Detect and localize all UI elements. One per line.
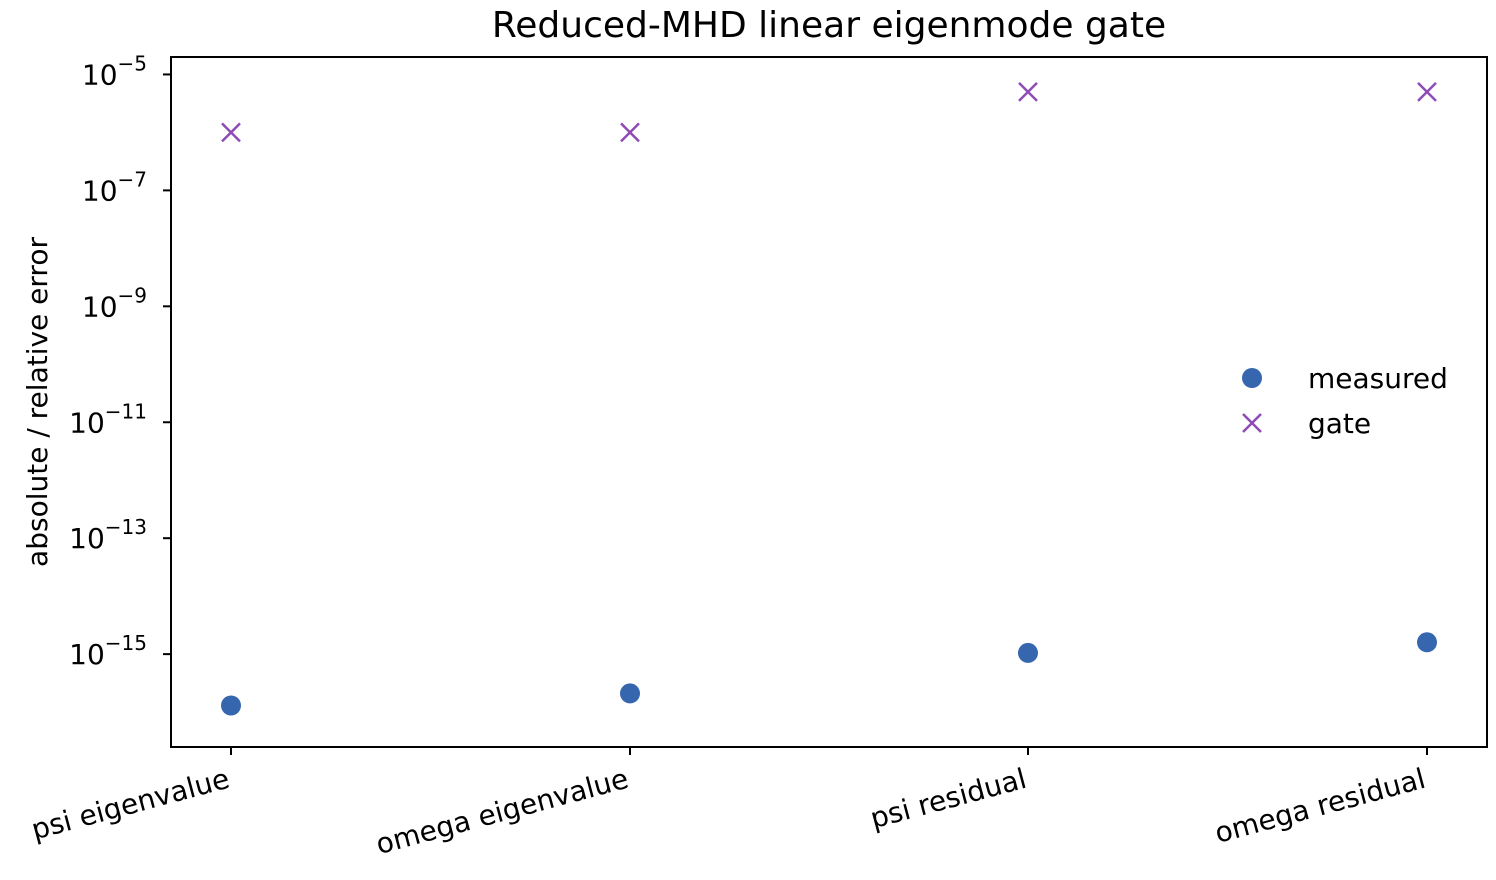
y-tick-label: 10−15	[69, 631, 147, 671]
gate-point-stroke	[1018, 82, 1038, 102]
y-tick-label: 10−13	[69, 515, 147, 555]
y-axis-label: absolute / relative error	[21, 237, 54, 567]
gate-point	[1417, 82, 1437, 102]
legend: measured gate	[1242, 362, 1448, 440]
measured-point	[1018, 642, 1038, 663]
plot-area-frame	[170, 56, 1488, 748]
x-tick-label: omega residual	[1211, 762, 1429, 850]
y-tick-exponent: −5	[118, 51, 147, 75]
gate-point	[620, 122, 640, 143]
x-tick-label: psi residual	[867, 762, 1030, 835]
gate-point-stroke	[221, 122, 241, 143]
y-tick-base: 10	[69, 638, 105, 671]
y-tick-label: 10−9	[82, 283, 147, 323]
legend-marker-gate	[1242, 413, 1262, 433]
series-markers	[221, 82, 1437, 716]
y-tick-base: 10	[82, 174, 118, 207]
chart-title: Reduced-MHD linear eigenmode gate	[492, 5, 1166, 46]
x-tick-label: psi eigenvalue	[28, 762, 233, 846]
measured-point	[620, 683, 640, 704]
y-tick-exponent: −9	[118, 283, 147, 307]
y-tick-label: 10−11	[69, 399, 147, 439]
x-axis: psi eigenvalue omega eigenvalue psi residu…	[28, 747, 1429, 861]
gate-point	[221, 122, 241, 143]
measured-point	[221, 695, 241, 716]
legend-marker-measured	[1242, 368, 1262, 388]
y-tick-exponent: −11	[105, 399, 147, 423]
gate-point	[1018, 82, 1038, 102]
legend-label: measured	[1308, 362, 1448, 395]
y-tick-base: 10	[82, 290, 118, 323]
gate-point-stroke	[620, 122, 640, 143]
y-tick-base: 10	[69, 522, 105, 555]
x-tick-label: omega eigenvalue	[372, 762, 631, 861]
y-tick-exponent: −7	[118, 167, 147, 191]
legend-label: gate	[1308, 407, 1371, 440]
legend-marker-stroke	[1242, 413, 1262, 433]
gate-point-stroke	[1417, 82, 1437, 102]
y-tick-exponent: −13	[105, 515, 147, 539]
y-tick-label: 10−7	[82, 167, 147, 207]
y-tick-exponent: −15	[105, 631, 147, 655]
y-tick-base: 10	[82, 58, 118, 91]
measured-point	[1417, 632, 1437, 653]
y-tick-label: 10−5	[82, 51, 147, 91]
y-tick-base: 10	[69, 406, 105, 439]
